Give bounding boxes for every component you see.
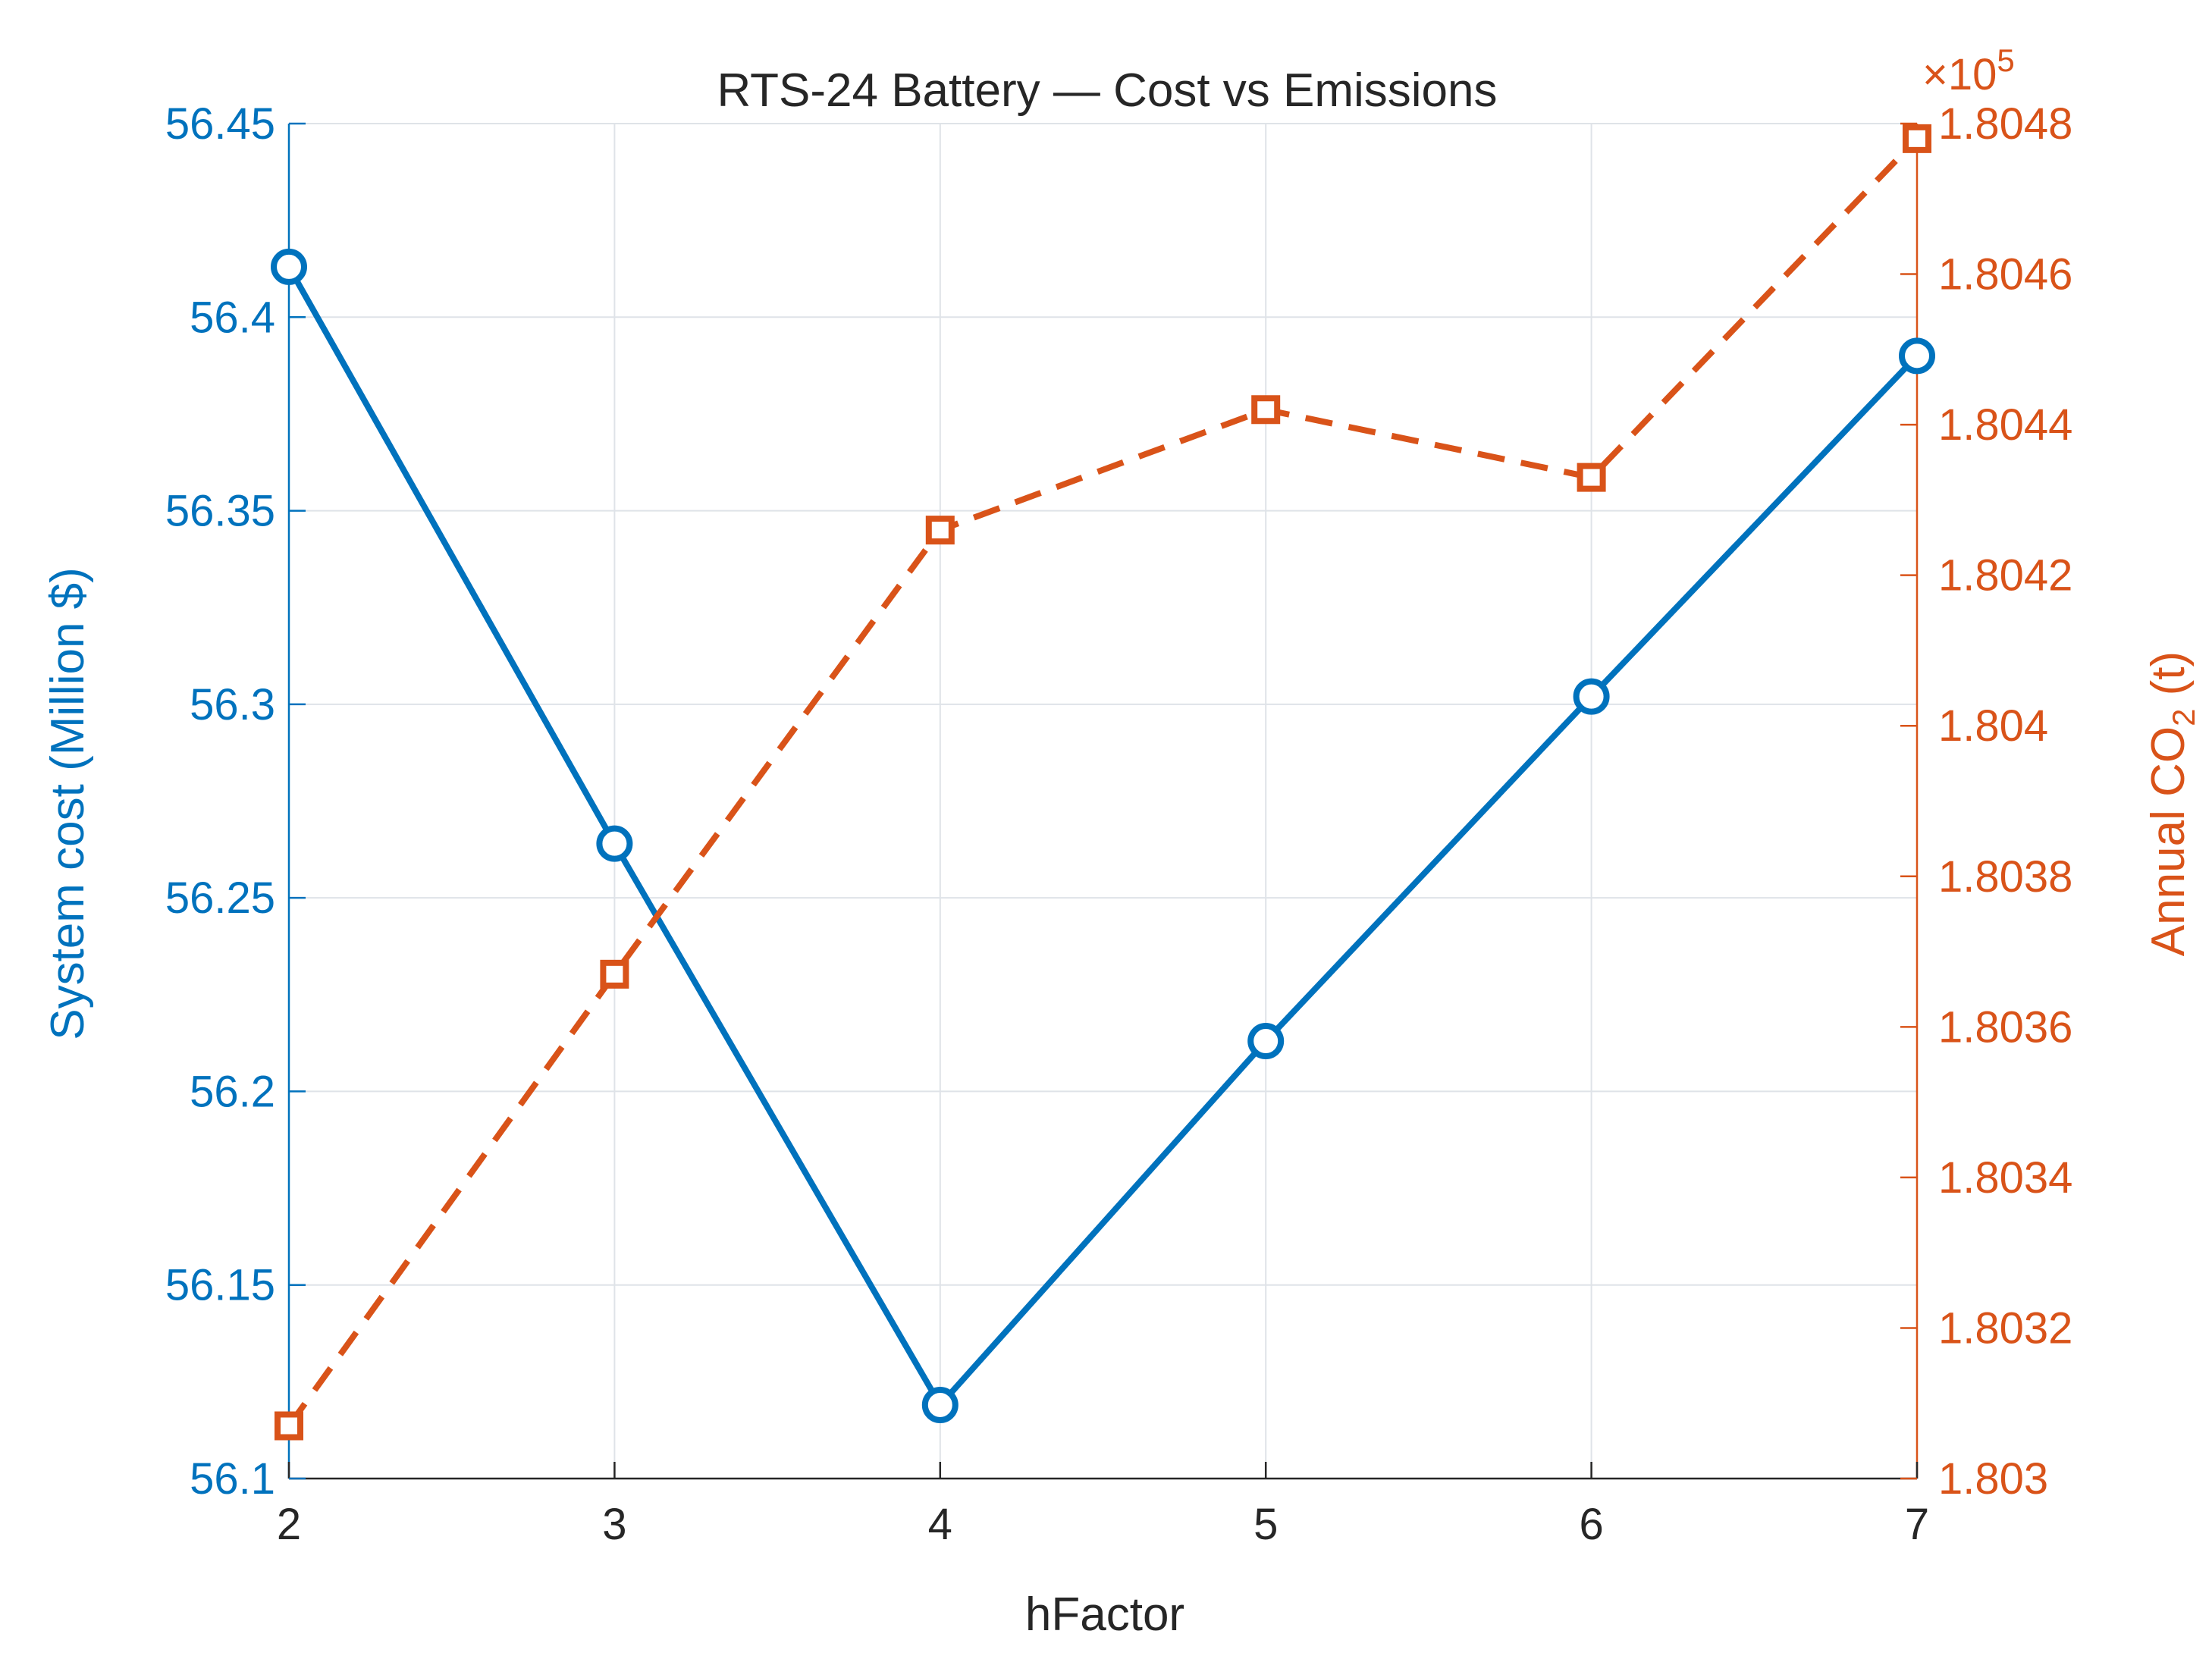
right-y-tick-label: 1.8034 — [1938, 1153, 2072, 1203]
series-2-point — [925, 516, 955, 545]
series-2-line — [286, 136, 1919, 1428]
right-y-tick-label: 1.8044 — [1938, 400, 2072, 450]
left-y-tick-label: 56.35 — [165, 487, 275, 536]
series-1-line — [286, 265, 1919, 1408]
right-axis-exponent: ×105 — [1922, 42, 2015, 99]
x-tick-label: 5 — [1253, 1500, 1278, 1549]
series-2-point — [1903, 124, 1931, 153]
left-y-tick-label: 56.4 — [190, 293, 275, 342]
right-y-axis-label-subscript: 2 — [2166, 709, 2201, 726]
series-1-point — [1899, 337, 1935, 375]
series-1-point — [1573, 678, 1610, 715]
series-1-point — [921, 1386, 959, 1423]
right-y-tick-label: 1.8036 — [1938, 1002, 2072, 1052]
x-tick-label: 4 — [928, 1500, 952, 1549]
right-y-tick-label: 1.803 — [1938, 1454, 2048, 1504]
left-y-tick-label: 56.15 — [165, 1261, 275, 1310]
right-y-tick-label: 1.8046 — [1938, 250, 2072, 299]
right-y-axis-label: Annual CO2 (t) — [2142, 651, 2201, 956]
right-axis-exponent-power: 5 — [1997, 42, 2014, 78]
right-y-axis-label-tail: (t) — [2142, 651, 2195, 709]
right-axis-exponent-base: ×10 — [1922, 50, 1997, 99]
right-y-tick-label: 1.8032 — [1938, 1303, 2072, 1353]
series-1-point — [596, 825, 633, 862]
x-tick-label: 7 — [1905, 1500, 1929, 1549]
x-tick-label: 6 — [1579, 1500, 1603, 1549]
series-2-point — [275, 1411, 303, 1441]
right-y-tick-label: 1.8042 — [1938, 551, 2072, 601]
ticks: 2 3 4 5 6 7 56.1 56.15 56.2 56.25 56.3 56.35 56.4 56.… — [165, 99, 2073, 1549]
left-y-tick-label: 56.45 — [165, 99, 275, 149]
series-1-point — [271, 248, 307, 285]
right-y-tick-label: 1.8038 — [1938, 852, 2072, 902]
right-y-axis-label-main: Annual CO — [2142, 726, 2195, 956]
series-2-point — [1577, 463, 1606, 492]
right-y-tick-label: 1.804 — [1938, 701, 2048, 751]
series-2-point — [600, 959, 629, 989]
left-y-tick-label: 56.3 — [190, 680, 275, 729]
left-y-tick-label: 56.2 — [190, 1067, 275, 1116]
x-tick-label: 3 — [602, 1500, 626, 1549]
series-layer — [271, 124, 1935, 1441]
right-y-tick-label: 1.8048 — [1938, 99, 2072, 149]
series-2-point — [1251, 395, 1281, 425]
x-tick-label: 2 — [277, 1500, 301, 1549]
series-1-point — [1247, 1023, 1285, 1060]
chart-title: RTS-24 Battery — Cost vs Emissions — [717, 64, 1497, 117]
left-y-tick-label: 56.1 — [190, 1454, 275, 1504]
x-axis-label: hFactor — [1025, 1588, 1184, 1641]
left-y-axis-label: System cost (Million $) — [42, 567, 94, 1040]
left-y-tick-label: 56.25 — [165, 873, 275, 923]
